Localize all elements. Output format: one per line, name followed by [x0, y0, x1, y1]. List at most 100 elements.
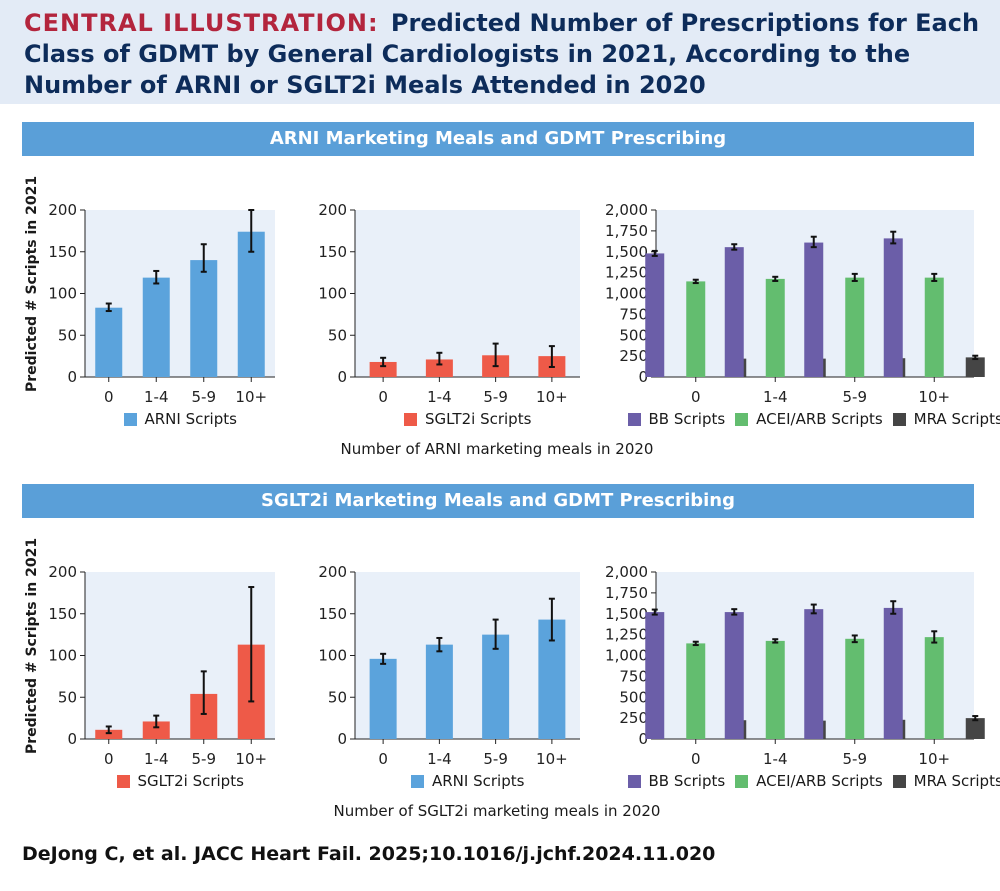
legend-item: MRA Scripts [892, 410, 1000, 428]
x-tick-label: 10+ [918, 750, 950, 768]
y-tick-label: 100 [318, 647, 347, 665]
x-tick-label: 1-4 [144, 388, 169, 406]
section-title-arni: ARNI Marketing Meals and GDMT Prescribin… [22, 122, 974, 156]
bar [845, 638, 865, 739]
y-tick-label: 50 [328, 326, 347, 344]
y-tick-label: 150 [48, 243, 77, 261]
chart-svg: 0 50 100 150 200 0 1-4 5-9 10+ [48, 201, 275, 406]
chart-legend: ARNI Scripts [411, 772, 524, 790]
bar [190, 260, 218, 377]
legend-swatch [735, 774, 749, 788]
chart-svg: 0 250 500 750 1,000 1,250 1,500 1,750 2,000 0 1-4 5… [605, 563, 985, 768]
x-tick-label: 5-9 [843, 750, 868, 768]
y-tick-label: 0 [337, 730, 347, 748]
bar [425, 359, 453, 377]
bar [686, 281, 706, 377]
bar [95, 307, 123, 377]
legend-swatch [123, 412, 137, 426]
y-tick-label: 150 [318, 243, 347, 261]
page-title: CENTRAL ILLUSTRATION: Predicted Number o… [24, 8, 984, 101]
legend-item: ARNI Scripts [411, 772, 524, 790]
legend-label: SGLT2i Scripts [137, 772, 244, 790]
y-tick-label: 1,750 [605, 584, 648, 602]
legend-label: MRA Scripts [913, 772, 1000, 790]
citation: DeJong C, et al. JACC Heart Fail. 2025;1… [22, 843, 716, 865]
y-tick-label: 0 [67, 368, 77, 386]
bar [482, 634, 510, 739]
y-tick-label: 0 [638, 368, 648, 386]
section-title-sglt2i: SGLT2i Marketing Meals and GDMT Prescrib… [22, 484, 974, 518]
y-tick-label: 0 [337, 368, 347, 386]
y-tick-label: 750 [619, 305, 648, 323]
chart-legend: ARNI Scripts [123, 410, 237, 428]
y-tick-label: 0 [67, 730, 77, 748]
bar [883, 238, 903, 377]
x-tick-label: 0 [691, 750, 701, 768]
legend-swatch [735, 412, 749, 426]
legend-swatch [411, 774, 424, 788]
legend-item: ACEI/ARB Scripts [735, 410, 883, 428]
y-tick-label: 2,000 [605, 201, 648, 219]
legend-swatch [627, 774, 641, 788]
y-tick-label: 1,000 [605, 647, 648, 665]
chart-svg: 0 50 100 150 200 0 1-4 5-9 10+ [318, 563, 580, 768]
legend-label: ARNI Scripts [432, 772, 525, 790]
bar [237, 231, 265, 377]
bar [883, 607, 903, 739]
bar [95, 729, 123, 739]
bar [924, 277, 944, 377]
x-tick-label: 0 [691, 388, 701, 406]
bar [804, 609, 824, 739]
y-tick-label: 0 [638, 730, 648, 748]
x-tick-label: 5-9 [483, 750, 508, 768]
x-tick-label: 10+ [235, 388, 267, 406]
legend-item: SGLT2i Scripts [404, 410, 531, 428]
chart-sglt2i-meals-bb-acei-mra-scripts: 0 250 500 750 1,000 1,250 1,500 1,750 2,000 0 1-4 5… [590, 557, 1000, 797]
x-tick-label: 0 [378, 750, 388, 768]
chart-arni-meals-bb-acei-mra-scripts: 0 250 500 750 1,000 1,250 1,500 1,750 2,000 0 1-4 5… [590, 195, 1000, 435]
y-tick-label: 750 [619, 667, 648, 685]
y-tick-label: 200 [48, 201, 77, 219]
y-tick-label: 2,000 [605, 563, 648, 581]
chart-svg: 0 50 100 150 200 0 1-4 5-9 10+ [48, 563, 275, 768]
bar [724, 612, 744, 739]
y-tick-label: 500 [619, 688, 648, 706]
x-tick-label: 0 [104, 750, 114, 768]
bar [765, 278, 785, 377]
y-tick-label: 200 [318, 563, 347, 581]
bar [724, 247, 744, 377]
legend-item: MRA Scripts [892, 772, 1000, 790]
title-text: Predicted Number of Prescriptions for Ea… [24, 9, 980, 99]
chart-legend: BB Scripts ACEI/ARB Scripts MRA Scripts [627, 772, 1000, 790]
x-tick-label: 1-4 [763, 388, 788, 406]
bar [965, 357, 985, 377]
y-tick-label: 200 [48, 563, 77, 581]
bar [425, 644, 453, 739]
bar [645, 253, 665, 377]
y-tick-label: 1,500 [605, 605, 648, 623]
chart-arni-meals-sglt2i-scripts: 0 50 100 150 200 0 1-4 5-9 10+ SGLT2i Scripts [300, 195, 600, 435]
legend-item: BB Scripts [627, 772, 725, 790]
legend-label: ARNI Scripts [144, 410, 237, 428]
bar [845, 277, 865, 377]
bar [369, 361, 397, 377]
y-tick-label: 50 [58, 688, 77, 706]
y-tick-label: 150 [48, 605, 77, 623]
legend-label: ACEI/ARB Scripts [756, 410, 883, 428]
legend-swatch [404, 412, 417, 426]
bar [765, 640, 785, 739]
bar [686, 643, 706, 739]
y-tick-label: 200 [318, 201, 347, 219]
legend-item: SGLT2i Scripts [116, 772, 244, 790]
bar [924, 637, 944, 739]
x-tick-label: 5-9 [192, 388, 217, 406]
y-tick-label: 100 [48, 647, 77, 665]
chart-svg: 0 50 100 150 200 0 1-4 5-9 10+ [318, 201, 580, 406]
x-tick-label: 5-9 [843, 388, 868, 406]
legend-swatch [116, 774, 130, 788]
y-tick-label: 1,500 [605, 243, 648, 261]
y-tick-label: 1,750 [605, 222, 648, 240]
bar [645, 612, 665, 739]
x-tick-label: 1-4 [763, 750, 788, 768]
chart-sglt2i-meals-arni-scripts: 0 50 100 150 200 0 1-4 5-9 10+ ARNI Scripts [300, 557, 600, 797]
